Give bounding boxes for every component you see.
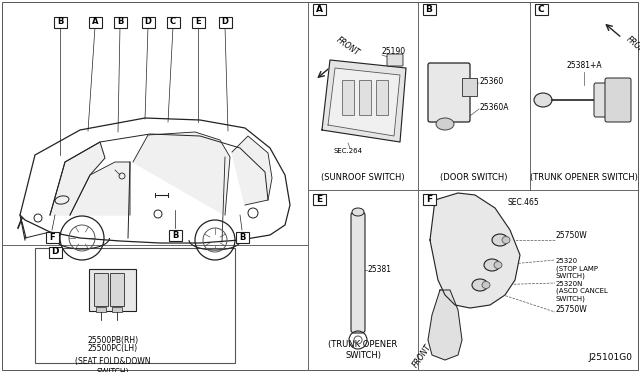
Text: 25360: 25360: [480, 77, 504, 87]
Bar: [236, 231, 248, 243]
Ellipse shape: [472, 279, 488, 291]
Bar: [422, 3, 435, 15]
Bar: [342, 80, 354, 115]
Bar: [422, 193, 435, 205]
Ellipse shape: [436, 118, 454, 130]
Bar: [35, 248, 235, 363]
Bar: [96, 307, 106, 312]
Text: J25101G0: J25101G0: [588, 353, 632, 362]
Bar: [45, 231, 58, 243]
Text: 25500PB(RH): 25500PB(RH): [88, 336, 139, 345]
Text: A: A: [316, 4, 323, 13]
Text: 25190: 25190: [382, 48, 406, 57]
Ellipse shape: [352, 208, 364, 216]
Text: 25360A: 25360A: [480, 103, 509, 112]
Text: (TRUNK OPENER
SWITCH): (TRUNK OPENER SWITCH): [328, 340, 397, 360]
Text: FRONT: FRONT: [411, 343, 433, 369]
FancyBboxPatch shape: [89, 269, 136, 311]
Text: 25500PC(LH): 25500PC(LH): [88, 344, 138, 353]
FancyBboxPatch shape: [605, 78, 631, 122]
Bar: [312, 3, 326, 15]
Polygon shape: [50, 142, 105, 215]
Bar: [191, 16, 205, 28]
Text: FRONT: FRONT: [625, 35, 640, 59]
FancyBboxPatch shape: [428, 63, 470, 122]
Text: (SEAT FOLD&DOWN
SWITCH): (SEAT FOLD&DOWN SWITCH): [76, 357, 151, 372]
Text: B: B: [239, 232, 245, 241]
Bar: [141, 16, 154, 28]
Bar: [534, 3, 547, 15]
Text: 25320
(STOP LAMP
SWITCH): 25320 (STOP LAMP SWITCH): [556, 258, 598, 279]
Text: SEC.264: SEC.264: [334, 148, 363, 154]
Bar: [462, 78, 477, 96]
Text: B: B: [57, 17, 63, 26]
Text: F: F: [426, 195, 432, 203]
Text: 25381: 25381: [368, 266, 392, 275]
Text: F: F: [49, 232, 55, 241]
Text: E: E: [316, 195, 322, 203]
Bar: [168, 230, 182, 241]
Text: C: C: [538, 4, 544, 13]
Text: C: C: [170, 17, 176, 26]
Text: B: B: [172, 231, 178, 240]
Text: (TRUNK OPENER SWITCH): (TRUNK OPENER SWITCH): [530, 173, 638, 182]
Text: D: D: [221, 17, 228, 26]
Bar: [218, 16, 232, 28]
Bar: [359, 80, 371, 115]
Polygon shape: [428, 290, 462, 360]
Ellipse shape: [494, 262, 502, 269]
Text: B: B: [117, 17, 123, 26]
Bar: [113, 16, 127, 28]
Text: SEC.465: SEC.465: [508, 198, 540, 207]
FancyBboxPatch shape: [594, 83, 616, 117]
Ellipse shape: [534, 93, 552, 107]
Text: B: B: [426, 4, 433, 13]
Text: (SUNROOF SWITCH): (SUNROOF SWITCH): [321, 173, 405, 182]
Ellipse shape: [502, 237, 510, 244]
Text: A: A: [92, 17, 99, 26]
Ellipse shape: [484, 259, 500, 271]
Text: 25750W: 25750W: [556, 231, 588, 241]
Bar: [312, 193, 326, 205]
Bar: [49, 247, 61, 257]
Bar: [112, 307, 122, 312]
Text: D: D: [145, 17, 152, 26]
Bar: [376, 80, 388, 115]
Text: 25750W: 25750W: [556, 305, 588, 314]
Bar: [166, 16, 179, 28]
Text: 25320N
(ASCD CANCEL
SWITCH): 25320N (ASCD CANCEL SWITCH): [556, 281, 608, 302]
Bar: [88, 16, 102, 28]
Polygon shape: [430, 193, 520, 308]
Polygon shape: [322, 60, 406, 142]
Text: FRONT: FRONT: [335, 36, 362, 58]
Polygon shape: [70, 162, 130, 215]
Bar: [94, 273, 108, 306]
Polygon shape: [232, 136, 272, 205]
Polygon shape: [328, 68, 400, 136]
Polygon shape: [133, 132, 230, 215]
FancyBboxPatch shape: [387, 54, 403, 66]
Bar: [54, 16, 67, 28]
FancyBboxPatch shape: [351, 212, 365, 333]
Ellipse shape: [492, 234, 508, 246]
Text: (DOOR SWITCH): (DOOR SWITCH): [440, 173, 508, 182]
Text: 25381+A: 25381+A: [566, 61, 602, 70]
Ellipse shape: [482, 282, 490, 289]
Text: D: D: [51, 247, 59, 257]
Bar: [110, 273, 124, 306]
Text: E: E: [195, 17, 201, 26]
